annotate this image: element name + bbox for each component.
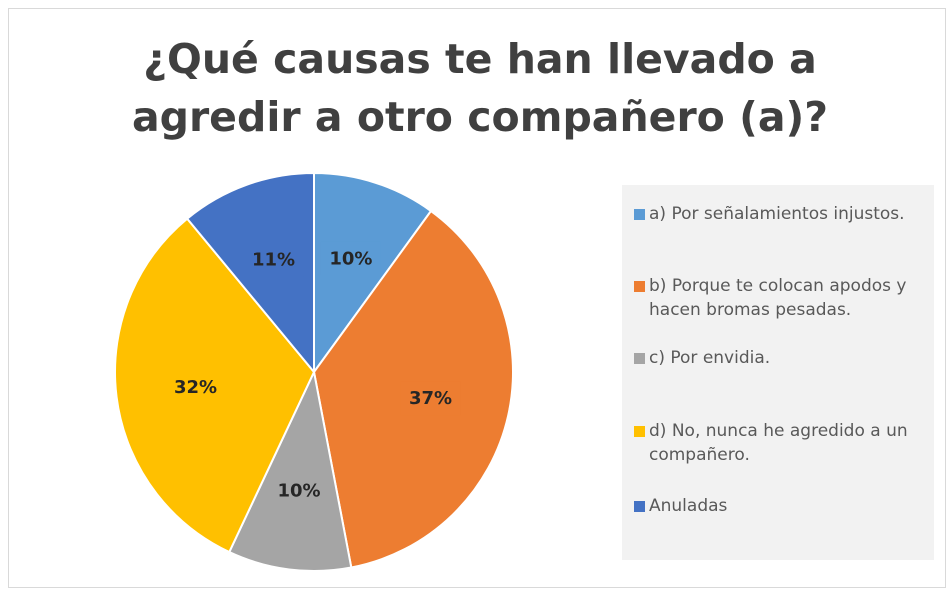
data-label-box xyxy=(165,369,226,404)
legend-swatch xyxy=(634,353,645,364)
chart-title: ¿Qué causas te han llevado a agredir a o… xyxy=(131,35,829,141)
legend-swatch xyxy=(634,426,645,437)
legend-entry: b) Porque te colocan apodos y hacen brom… xyxy=(634,274,924,322)
legend-entry: d) No, nunca he agredido a un compañero. xyxy=(634,419,924,467)
legend-swatch xyxy=(634,501,645,512)
data-label-box xyxy=(320,241,381,276)
data-label-box xyxy=(400,381,461,416)
legend-swatch xyxy=(634,209,645,220)
chart-border xyxy=(8,8,946,588)
data-label: 32% xyxy=(174,377,217,398)
legend-label: a) Por señalamientos injustos. xyxy=(649,204,905,224)
legend-label: c) Por envidia. xyxy=(649,348,771,368)
data-label-box xyxy=(243,242,304,277)
legend: a) Por señalamientos injustos. b) Porque … xyxy=(622,185,934,560)
data-label: 11% xyxy=(252,250,295,271)
data-label: 37% xyxy=(409,388,452,409)
legend-label: b) Porque te colocan apodos y hacen brom… xyxy=(649,276,907,320)
data-label: 10% xyxy=(329,248,372,269)
legend-swatch xyxy=(634,281,645,292)
legend-label: Anuladas xyxy=(649,496,728,516)
pie-slice xyxy=(227,368,353,572)
data-label-box xyxy=(269,473,330,508)
legend-entry: c) Por envidia. xyxy=(634,346,924,370)
legend-entry: Anuladas xyxy=(634,494,924,518)
legend-entry: a) Por señalamientos injustos. xyxy=(634,202,924,226)
legend-label: d) No, nunca he agredido a un compañero. xyxy=(649,421,908,465)
data-label: 10% xyxy=(277,480,320,501)
